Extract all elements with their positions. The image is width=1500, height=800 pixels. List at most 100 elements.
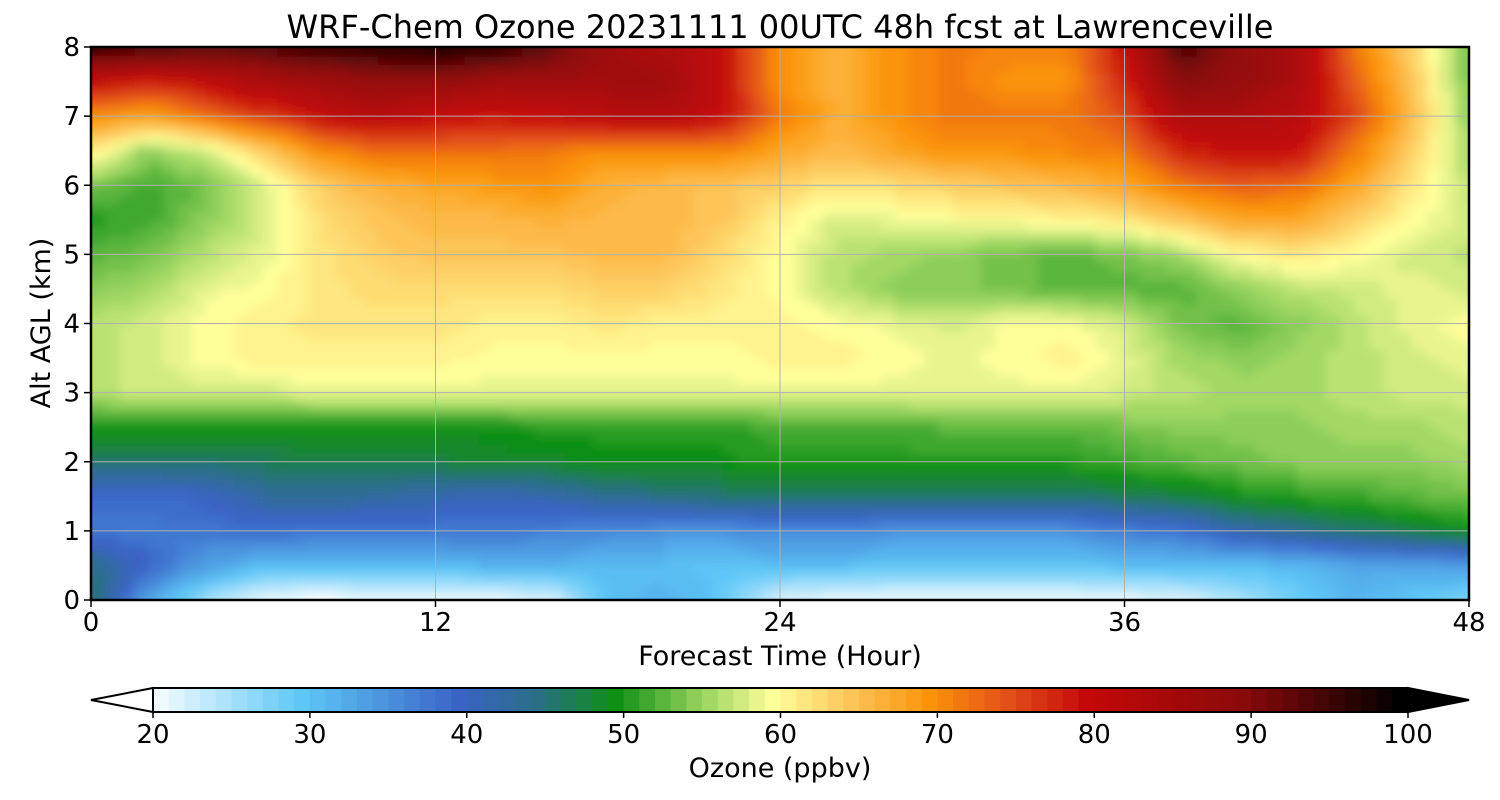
heatmap-cell	[119, 418, 135, 428]
heatmap-cell	[1024, 219, 1039, 230]
heatmap-cell	[736, 427, 752, 437]
heatmap-cell	[1397, 314, 1413, 325]
heatmap-cell	[823, 600, 838, 609]
heatmap-cell	[1440, 332, 1456, 342]
heatmap-cell	[1296, 513, 1312, 523]
heatmap-cell	[464, 392, 480, 402]
heatmap-cell	[1239, 487, 1255, 497]
heatmap-cell	[1124, 263, 1140, 273]
heatmap-cell	[880, 349, 896, 359]
heatmap-cell	[736, 280, 752, 290]
heatmap-cell	[650, 297, 666, 307]
heatmap-cell	[980, 556, 996, 567]
heatmap-cell	[909, 245, 925, 255]
heatmap-cell	[521, 504, 537, 515]
heatmap-cell	[693, 418, 709, 428]
heatmap-cell	[1196, 288, 1212, 299]
heatmap-cell	[1296, 522, 1312, 532]
heatmap-cell	[277, 358, 293, 368]
heatmap-cell	[1440, 427, 1456, 437]
heatmap-cell	[636, 556, 652, 567]
heatmap-cell	[1325, 600, 1340, 609]
heatmap-cell	[980, 530, 996, 541]
heatmap-cell	[492, 574, 508, 584]
heatmap-cell	[736, 522, 752, 532]
heatmap-cell	[636, 211, 652, 221]
heatmap-cell	[679, 185, 695, 195]
heatmap-cell	[780, 340, 795, 351]
heatmap-cell	[952, 591, 968, 600]
heatmap-cell	[1038, 297, 1054, 307]
heatmap-cell	[1024, 375, 1039, 385]
heatmap-cell	[765, 323, 781, 333]
heatmap-cell	[1067, 487, 1083, 497]
heatmap-cell	[449, 392, 465, 402]
heatmap-cell	[535, 453, 551, 463]
heatmap-cell	[564, 392, 580, 402]
heatmap-cell	[650, 167, 666, 178]
heatmap-cell	[105, 453, 121, 463]
heatmap-cell	[952, 211, 968, 221]
heatmap-cell	[607, 358, 623, 368]
heatmap-cell	[722, 409, 738, 420]
heatmap-cell	[1411, 487, 1427, 497]
heatmap-cell	[894, 591, 910, 600]
heatmap-cell	[205, 219, 221, 230]
heatmap-cell	[421, 358, 437, 368]
heatmap-cell	[550, 591, 566, 600]
heatmap-cell	[1153, 366, 1169, 376]
heatmap-cell	[722, 254, 738, 264]
heatmap-cell	[1296, 366, 1312, 376]
heatmap-cell	[220, 375, 236, 385]
heatmap-cell	[378, 263, 394, 273]
heatmap-cell	[952, 479, 968, 489]
heatmap-cell	[1440, 340, 1456, 351]
heatmap-cell	[564, 496, 580, 506]
heatmap-cell	[622, 453, 638, 463]
heatmap-cell	[837, 401, 853, 411]
heatmap-cell	[1411, 254, 1427, 264]
heatmap-cell	[650, 366, 666, 376]
heatmap-cell	[1196, 453, 1212, 463]
heatmap-cell	[1325, 193, 1341, 204]
heatmap-cell	[263, 193, 279, 204]
heatmap-cell	[421, 263, 437, 273]
heatmap-cell	[650, 453, 666, 463]
heatmap-cell	[952, 366, 968, 376]
heatmap-cell	[722, 427, 738, 437]
heatmap-cell	[564, 314, 580, 325]
heatmap-cell	[564, 383, 580, 394]
heatmap-cell	[134, 297, 150, 307]
heatmap-cell	[1124, 245, 1140, 255]
heatmap-cell	[980, 470, 996, 480]
heatmap-cell	[1052, 366, 1068, 376]
heatmap-cell	[665, 288, 681, 299]
heatmap-cell	[363, 539, 379, 549]
heatmap-cell	[823, 254, 839, 264]
heatmap-cell	[1067, 366, 1083, 376]
heatmap-cell	[148, 487, 164, 497]
heatmap-cell	[1081, 375, 1097, 385]
heatmap-cell	[1469, 548, 1484, 557]
heatmap-cell	[1224, 349, 1240, 359]
heatmap-cell	[1095, 582, 1111, 592]
heatmap-cell	[205, 418, 221, 428]
heatmap-cell	[808, 496, 824, 506]
heatmap-cell	[866, 167, 882, 178]
heatmap-cell	[1052, 513, 1068, 523]
heatmap-cell	[220, 392, 236, 402]
heatmap-cell	[1038, 453, 1054, 463]
heatmap-cell	[980, 358, 996, 368]
heatmap-cell	[794, 565, 810, 575]
heatmap-cell	[191, 340, 207, 351]
heatmap-cell	[378, 565, 394, 575]
heatmap-cell	[1052, 306, 1068, 316]
heatmap-cell	[1339, 522, 1355, 532]
heatmap-cell	[837, 487, 853, 497]
heatmap-cell	[234, 280, 250, 290]
heatmap-cell	[220, 245, 236, 255]
heatmap-cell	[1224, 582, 1240, 592]
heatmap-cell	[277, 548, 293, 558]
heatmap-cell	[435, 591, 451, 600]
heatmap-cell	[378, 591, 394, 600]
